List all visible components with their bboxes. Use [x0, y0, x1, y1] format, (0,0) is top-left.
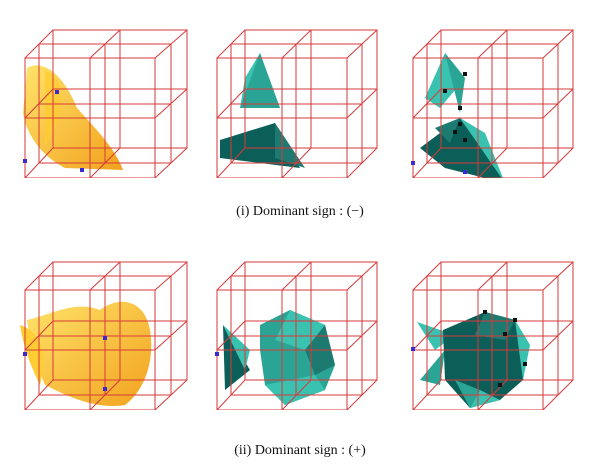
isosurface-fold: [20, 325, 44, 385]
mesh-face: [275, 310, 325, 350]
mesh-triangle-top-shade: [240, 53, 280, 108]
vertex-marker: [103, 336, 107, 340]
mesh-face: [223, 325, 250, 390]
vertex-marker: [23, 352, 27, 356]
mesh-face: [455, 380, 480, 408]
row1-caption: (i) Dominant sign : (−): [236, 204, 364, 219]
cube-grid: [24, 29, 188, 178]
cube-grid: [216, 29, 378, 178]
isosurface-figure: [23, 29, 188, 178]
vertex-markers: [483, 310, 527, 387]
vertex-markers: [443, 72, 467, 142]
row2-panel-isosurface: [5, 250, 195, 410]
vertex-marker: [215, 352, 219, 356]
isosurface-figure: [20, 261, 188, 410]
mesh-face: [265, 375, 325, 405]
mesh-figure: [216, 29, 378, 178]
vertex-marker: [103, 387, 107, 391]
vertex-marker: [80, 168, 84, 172]
mesh-face: [435, 118, 460, 143]
row1-panel-mesh-separated: [205, 18, 395, 178]
mesh-face: [420, 350, 445, 385]
mesh-figure: [411, 261, 574, 410]
row1-panel-isosurface: [5, 18, 195, 178]
row1-panel-mesh-vertices: [405, 18, 595, 178]
isosurface-shape: [27, 301, 152, 406]
mesh-figure: [411, 29, 574, 178]
cube-grid: [412, 261, 574, 410]
vertex-marker: [55, 90, 59, 94]
row2-panel-mesh-vertices: [405, 250, 595, 410]
row2-caption: (ii) Dominant sign : (+): [234, 443, 366, 458]
mesh-figure: [215, 261, 378, 410]
row2-panel-mesh-joined: [205, 250, 395, 410]
mesh-face: [445, 53, 465, 113]
vertex-marker: [411, 347, 415, 351]
vertex-marker: [23, 159, 27, 163]
cube-grid: [412, 29, 574, 178]
vertex-markers-blue: [411, 161, 467, 174]
cube-grid: [216, 261, 378, 410]
